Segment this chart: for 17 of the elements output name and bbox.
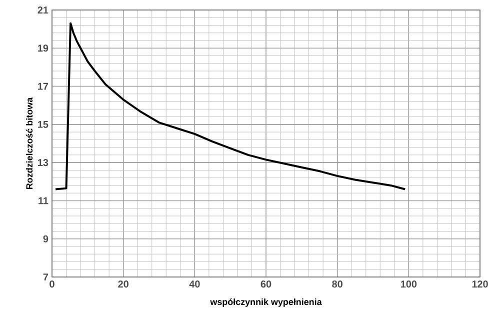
y-tick-label: 15 bbox=[38, 120, 48, 128]
y-tick-label: 21 bbox=[38, 6, 48, 14]
y-tick-label: 19 bbox=[38, 44, 48, 52]
y-tick-label: 11 bbox=[38, 197, 48, 204]
y-tick-label: 9 bbox=[43, 235, 48, 242]
x-tick-label: 0 bbox=[50, 280, 54, 288]
x-tick-label: 120 bbox=[472, 280, 488, 288]
y-tick-label: 7 bbox=[43, 274, 48, 280]
y-tick-label: 13 bbox=[38, 159, 48, 166]
y-axis-title: Rozdzielczość bitowa bbox=[26, 97, 33, 189]
x-tick-label: 20 bbox=[118, 280, 128, 288]
x-tick-label: 40 bbox=[189, 280, 200, 288]
x-tick-label: 100 bbox=[400, 280, 417, 288]
x-tick-label: 80 bbox=[332, 280, 342, 288]
x-tick-label: 60 bbox=[260, 280, 272, 288]
x-axis-title: współczynnik wypełnienia bbox=[210, 298, 322, 307]
y-tick-label: 17 bbox=[38, 82, 48, 90]
